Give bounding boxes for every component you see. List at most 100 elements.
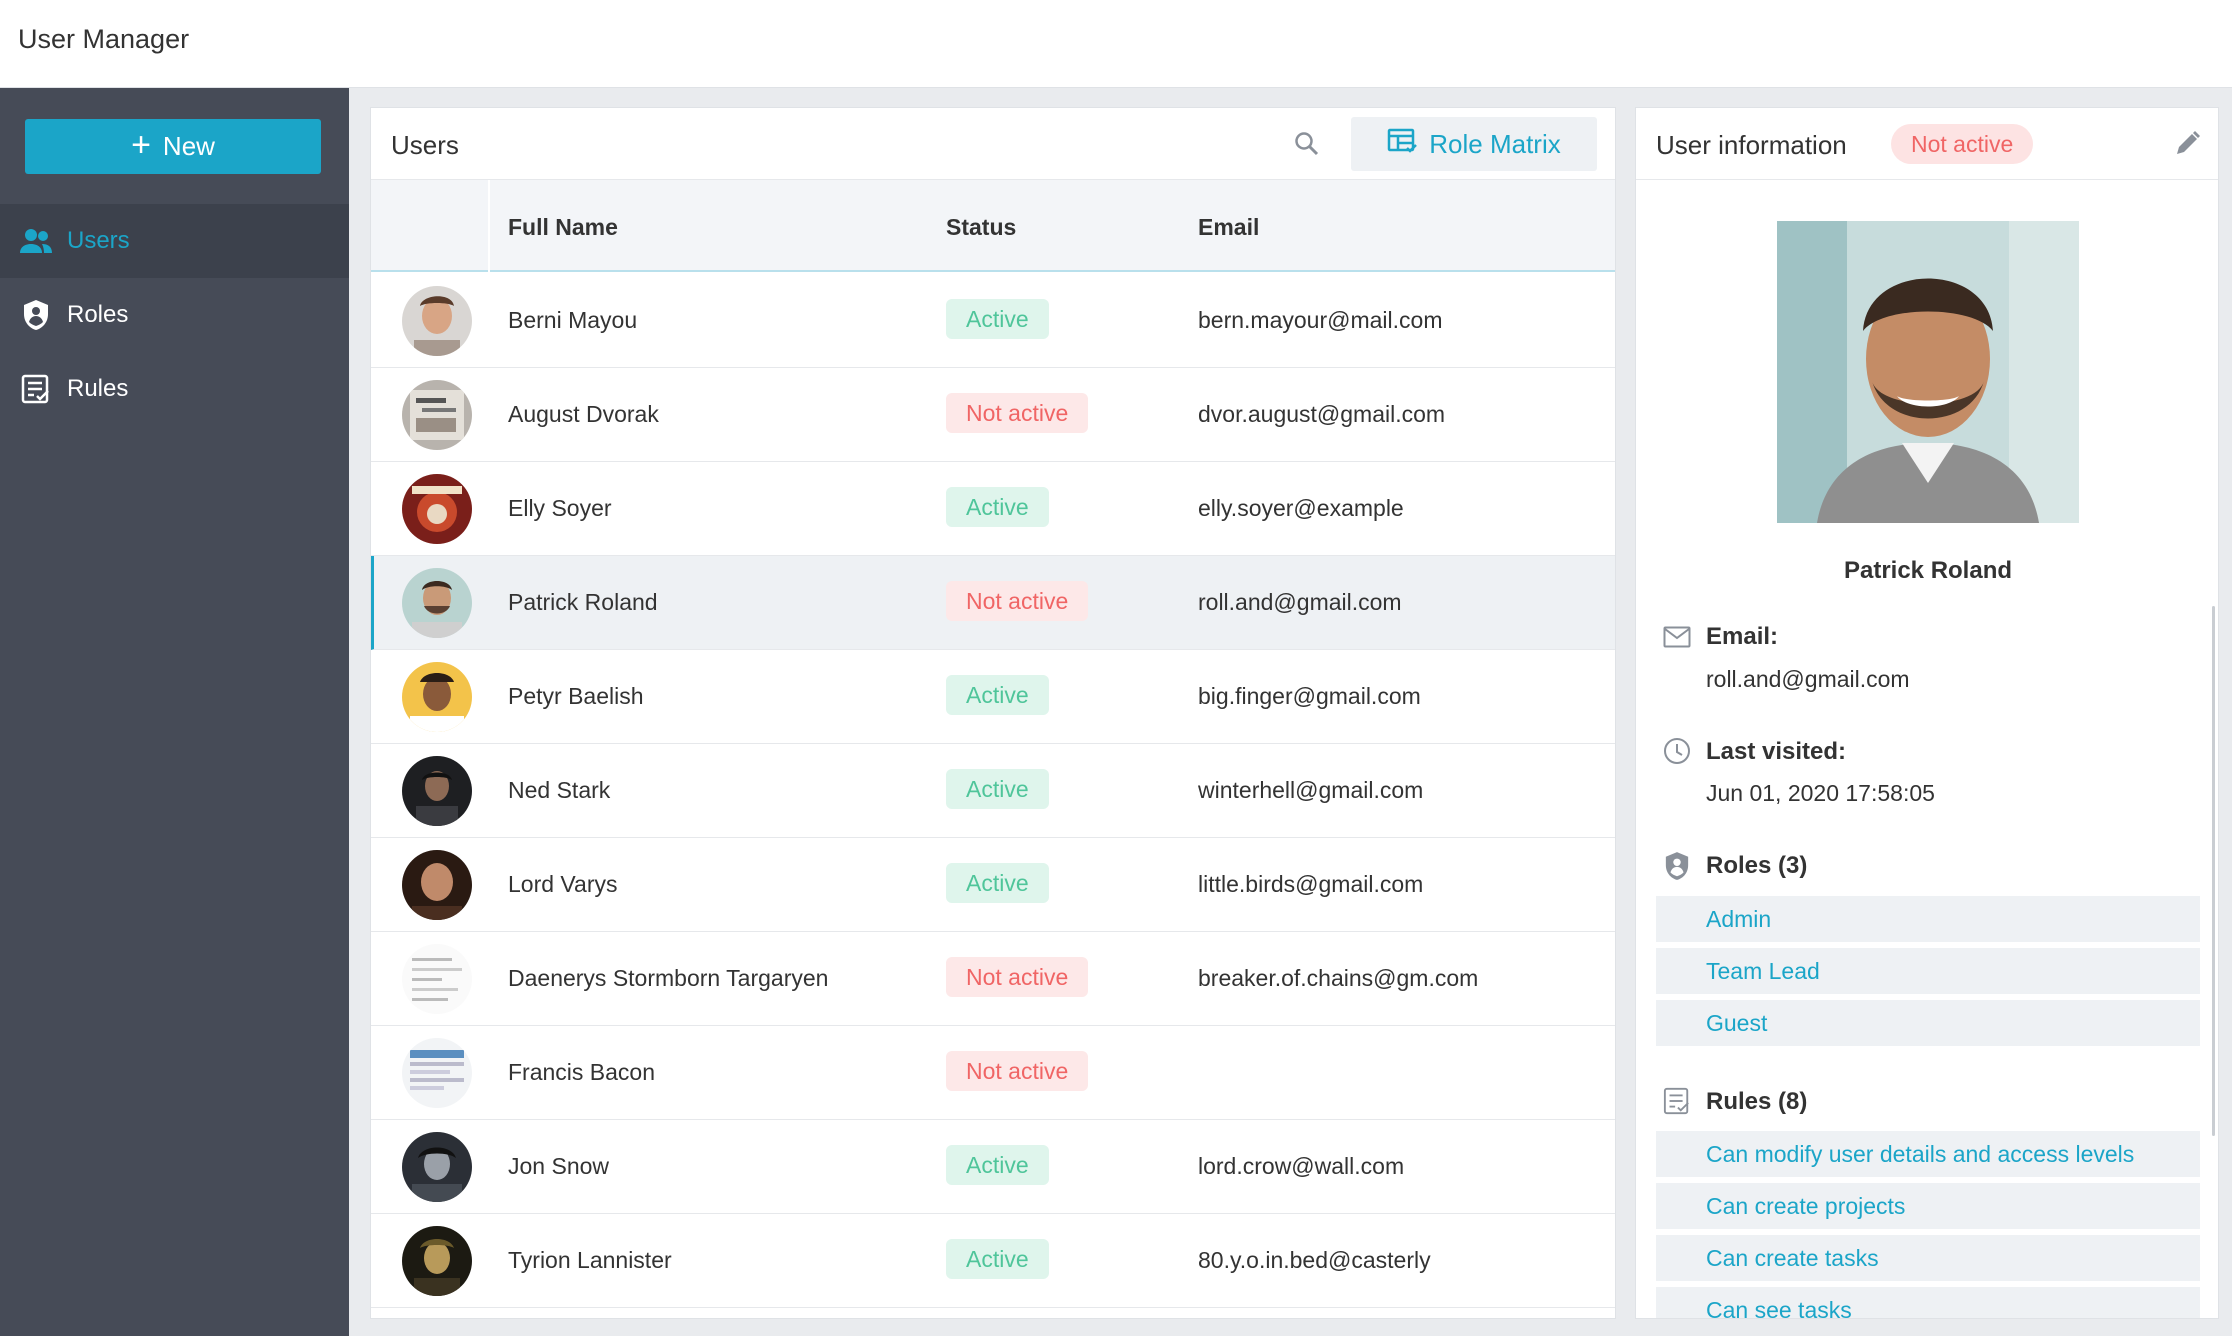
mail-icon (1661, 621, 1693, 653)
table-row[interactable]: Berni Mayou Active bern.mayour@mail.com (371, 274, 1615, 368)
last-visited-label: Last visited: (1706, 738, 1847, 765)
table-row[interactable]: Francis Bacon Not active (371, 1026, 1615, 1120)
cell-email: winterhell@gmail.com (1198, 777, 1424, 803)
shield-icon (1661, 850, 1693, 882)
users-panel-title: Users (391, 130, 459, 160)
cell-name: Francis Bacon (508, 1059, 656, 1085)
avatar (402, 944, 472, 1014)
rules-label: Rules (8) (1706, 1088, 1808, 1115)
user-info-title: User information (1656, 130, 1847, 160)
table-row[interactable]: Ned Stark Active winterhell@gmail.com (371, 744, 1615, 838)
new-button[interactable]: + New (25, 119, 321, 174)
cell-email: elly.soyer@example (1198, 495, 1404, 521)
profile-name: Patrick Roland (1843, 557, 2013, 584)
clock-icon (1661, 735, 1693, 767)
role-matrix-button[interactable]: Role Matrix (1351, 117, 1597, 171)
email-label: Email: (1706, 623, 1779, 650)
rule-chip[interactable]: Can modify user details and access level… (1656, 1131, 2200, 1177)
cell-name: Berni Mayou (508, 307, 638, 333)
sidebar-item-rules[interactable]: Rules (0, 352, 349, 426)
status-badge: Not active (1891, 124, 2034, 164)
table-icon (1387, 128, 1418, 161)
new-button-label: New (162, 131, 215, 161)
status-badge: Not active (946, 393, 1089, 433)
search-icon[interactable] (1291, 128, 1323, 160)
rule-chip[interactable]: Can create projects (1656, 1183, 2200, 1229)
role-chip[interactable]: Admin (1656, 896, 2200, 942)
cell-name: Lord Varys (508, 871, 618, 897)
status-badge: Active (946, 299, 1049, 339)
cell-name: Jon Snow (508, 1153, 610, 1179)
user-info-panel: User information Not active Patrick Rola… (1635, 107, 2219, 1319)
rule-chip[interactable]: Can create tasks (1656, 1235, 2200, 1281)
column-header-email[interactable]: Email (1198, 214, 1260, 240)
app-title: User Manager (18, 24, 190, 54)
avatar (402, 380, 472, 450)
user-info-header: User information Not active (1636, 108, 2218, 180)
role-chip[interactable]: Guest (1656, 1000, 2200, 1046)
sidebar: + New Users Roles Rules (0, 88, 349, 1336)
cell-name: Daenerys Stormborn Targaryen (508, 965, 829, 991)
cell-name: Tyrion Lannister (508, 1247, 672, 1273)
status-badge: Not active (946, 581, 1089, 621)
cell-email: breaker.of.chains@gm.com (1198, 965, 1479, 991)
users-panel-header: Users Role Matrix (371, 108, 1615, 180)
cell-name: Ned Stark (508, 777, 611, 803)
header-divider (488, 180, 490, 272)
column-header-full-name[interactable]: Full Name (508, 214, 618, 240)
avatar (402, 756, 472, 826)
status-badge: Active (946, 1239, 1049, 1279)
status-badge: Active (946, 769, 1049, 809)
status-badge: Active (946, 1145, 1049, 1185)
avatar (402, 286, 472, 356)
sidebar-item-roles[interactable]: Roles (0, 278, 349, 352)
status-badge: Active (946, 487, 1049, 527)
cell-email: roll.and@gmail.com (1198, 589, 1402, 615)
table-row[interactable]: Lord Varys Active little.birds@gmail.com (371, 838, 1615, 932)
table-row[interactable]: Jon Snow Active lord.crow@wall.com (371, 1120, 1615, 1214)
cell-email: 80.y.o.in.bed@casterly (1198, 1247, 1431, 1273)
table-row[interactable]: Petyr Baelish Active big.finger@gmail.co… (371, 650, 1615, 744)
avatar (402, 1226, 472, 1296)
sidebar-item-label: Users (67, 227, 130, 254)
avatar (402, 1038, 472, 1108)
cell-email: little.birds@gmail.com (1198, 871, 1424, 897)
avatar (402, 568, 472, 638)
rule-chip[interactable]: Can see tasks (1656, 1287, 2200, 1318)
avatar (402, 1132, 472, 1202)
role-chip[interactable]: Team Lead (1656, 948, 2200, 994)
table-row[interactable]: August Dvorak Not active dvor.august@gma… (371, 368, 1615, 462)
users-icon (20, 225, 52, 257)
sidebar-item-users[interactable]: Users (0, 204, 349, 278)
shield-icon (20, 299, 52, 331)
status-badge: Not active (946, 1051, 1089, 1091)
roles-label: Roles (3) (1706, 852, 1808, 879)
cell-email: bern.mayour@mail.com (1198, 307, 1443, 333)
last-visited-value: Jun 01, 2020 17:58:05 (1706, 780, 1935, 806)
rules-icon (1661, 1085, 1693, 1117)
table-header: Full Name Status Email (371, 180, 1615, 272)
table-row[interactable]: Elly Soyer Active elly.soyer@example (371, 462, 1615, 556)
cell-name: Petyr Baelish (508, 683, 644, 709)
rules-icon (20, 373, 52, 405)
email-value: roll.and@gmail.com (1706, 666, 1910, 692)
info-panel-scrollbar[interactable] (2212, 606, 2215, 1136)
avatar (402, 474, 472, 544)
users-panel: Users Role Matrix Full Name Status Email… (370, 107, 1616, 1319)
cell-name: Elly Soyer (508, 495, 612, 521)
cell-name: August Dvorak (508, 401, 659, 427)
column-header-status[interactable]: Status (946, 214, 1017, 240)
cell-email: big.finger@gmail.com (1198, 683, 1421, 709)
avatar (402, 850, 472, 920)
edit-icon[interactable] (2171, 128, 2203, 160)
table-row-selected[interactable]: Patrick Roland Not active roll.and@gmail… (371, 556, 1615, 650)
top-bar: User Manager (0, 0, 2232, 88)
sidebar-item-label: Rules (67, 375, 129, 402)
profile-photo (1777, 221, 2079, 523)
plus-icon: + (131, 126, 151, 164)
status-badge: Active (946, 675, 1049, 715)
table-row[interactable]: Tyrion Lannister Active 80.y.o.in.bed@ca… (371, 1214, 1615, 1308)
status-badge: Not active (946, 957, 1089, 997)
cell-name: Patrick Roland (508, 589, 658, 615)
table-row[interactable]: Daenerys Stormborn Targaryen Not active … (371, 932, 1615, 1026)
